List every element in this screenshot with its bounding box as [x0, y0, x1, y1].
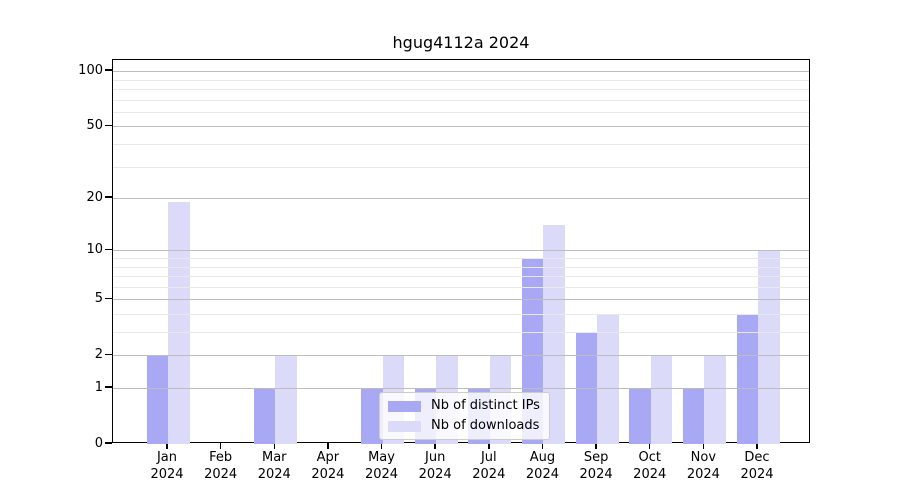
- bar-distinct-ips-may: [361, 388, 383, 444]
- x-tick-mark-aug: [541, 443, 544, 449]
- y-tick-mark-0: [105, 442, 112, 444]
- x-tick-mark-apr: [327, 443, 329, 449]
- x-tick-label-may: May 2024: [364, 450, 399, 482]
- x-tick-label-jul: Jul 2024: [472, 450, 506, 482]
- bar-downloads-sep: [597, 313, 619, 444]
- bar-distinct-ips-mar: [253, 388, 276, 444]
- x-tick-mark-jan: [166, 443, 168, 449]
- y-tick-mark-2: [105, 353, 112, 355]
- gridline-minor-60: [113, 111, 809, 113]
- bar-distinct-ips-sep: [575, 332, 598, 444]
- gridline-major-5: [113, 299, 809, 301]
- legend-swatch-downloads: [388, 420, 421, 432]
- gridline-minor-3: [113, 332, 809, 333]
- x-tick-label-nov: Nov 2024: [686, 450, 720, 482]
- bar-distinct-ips-nov: [682, 388, 705, 444]
- x-tick-mark-jun: [434, 443, 436, 449]
- x-tick-mark-jul: [488, 443, 490, 449]
- y-tick-label-10: 10: [86, 241, 103, 257]
- bar-downloads-aug: [543, 225, 565, 444]
- gridline-major-100: [113, 71, 809, 73]
- legend-item-downloads: Nb of downloads: [388, 419, 540, 433]
- y-tick-mark-50: [105, 124, 112, 127]
- x-tick-label-mar: Mar 2024: [257, 450, 291, 482]
- gridline-major-20: [113, 198, 809, 200]
- x-tick-mark-oct: [649, 443, 651, 449]
- bar-distinct-ips-jan: [146, 355, 168, 444]
- gridline-minor-6: [113, 286, 809, 288]
- x-tick-mark-sep: [595, 443, 597, 449]
- y-tick-label-50: 50: [86, 117, 103, 133]
- bar-downloads-mar: [275, 355, 297, 444]
- gridline-minor-70: [113, 99, 809, 101]
- plot-area: [112, 59, 810, 444]
- x-tick-mark-nov: [702, 443, 705, 449]
- gridline-minor-30: [113, 166, 809, 168]
- y-tick-mark-1: [105, 386, 112, 388]
- x-tick-mark-may: [380, 443, 383, 449]
- chart-title: hgug4112a 2024: [392, 33, 530, 52]
- y-tick-mark-20: [105, 196, 112, 198]
- bar-downloads-nov: [704, 355, 726, 444]
- y-tick-mark-100: [105, 69, 112, 71]
- x-tick-label-dec: Dec 2024: [740, 450, 774, 482]
- legend-label-downloads: Nb of downloads: [431, 418, 540, 433]
- gridline-minor-9: [113, 257, 809, 259]
- bar-downloads-jan: [168, 202, 190, 444]
- legend-swatch-distinct-ips: [388, 400, 421, 412]
- bar-distinct-ips-oct: [629, 388, 651, 444]
- gridline-major-10: [113, 250, 809, 252]
- legend-label-distinct-ips: Nb of distinct IPs: [431, 398, 540, 413]
- gridline-minor-8: [113, 266, 809, 268]
- y-tick-label-1: 1: [94, 379, 103, 395]
- x-tick-label-aug: Aug 2024: [525, 450, 559, 482]
- gridline-minor-40: [113, 144, 809, 145]
- y-tick-label-0: 0: [94, 435, 103, 451]
- bar-downloads-oct: [650, 355, 673, 444]
- gridline-minor-7: [113, 276, 809, 278]
- y-tick-label-100: 100: [78, 62, 103, 78]
- gridline-minor-4: [113, 313, 809, 315]
- x-tick-label-feb: Feb 2024: [204, 450, 238, 482]
- y-tick-mark-5: [105, 297, 112, 299]
- x-tick-label-jun: Jun 2024: [418, 450, 452, 482]
- bar-distinct-ips-dec: [736, 313, 758, 444]
- x-tick-mark-dec: [756, 443, 758, 449]
- x-tick-label-oct: Oct 2024: [633, 450, 667, 482]
- y-tick-label-2: 2: [94, 346, 103, 362]
- x-tick-label-apr: Apr 2024: [311, 450, 345, 482]
- legend: Nb of distinct IPs Nb of downloads: [379, 392, 550, 440]
- x-tick-label-sep: Sep 2024: [579, 450, 613, 482]
- gridline-major-2: [113, 355, 809, 357]
- x-tick-mark-mar: [273, 443, 275, 449]
- y-tick-label-20: 20: [86, 189, 103, 205]
- y-tick-mark-10: [105, 248, 112, 250]
- gridline-major-1: [113, 388, 809, 389]
- x-tick-mark-feb: [219, 443, 222, 449]
- gridline-major-50: [113, 126, 809, 128]
- gridline-minor-80: [113, 89, 809, 90]
- legend-item-distinct-ips: Nb of distinct IPs: [388, 399, 540, 413]
- y-tick-label-5: 5: [94, 290, 103, 306]
- gridline-minor-90: [113, 79, 809, 81]
- bar-downloads-dec: [758, 250, 780, 444]
- x-tick-label-jan: Jan 2024: [150, 450, 184, 482]
